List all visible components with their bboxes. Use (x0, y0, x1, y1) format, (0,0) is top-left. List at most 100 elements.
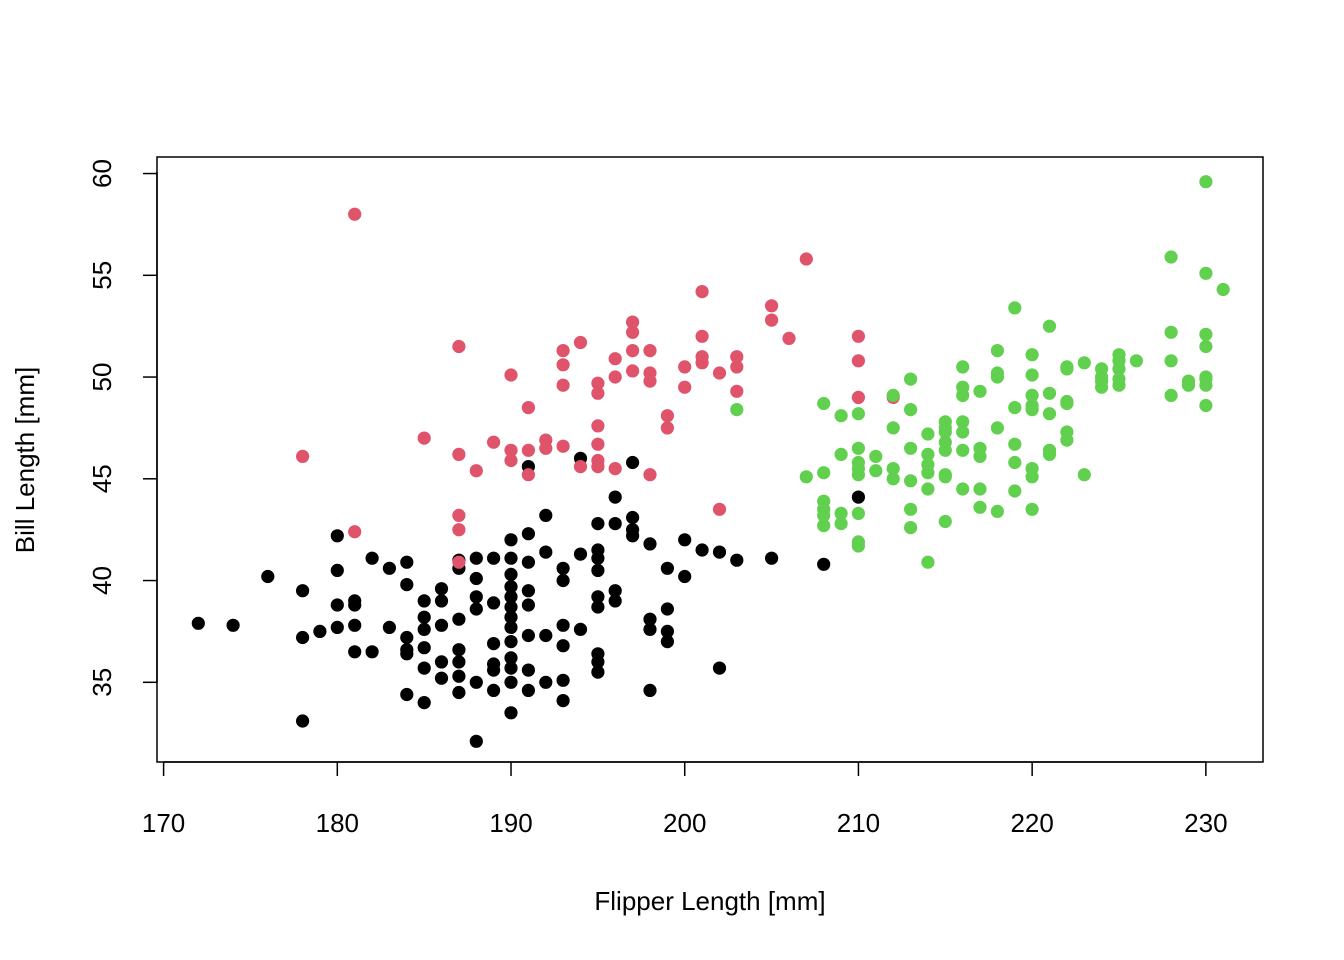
data-point-series-1 (521, 598, 536, 612)
y-tick-label: 35 (87, 668, 117, 697)
data-point-series-2 (851, 354, 866, 368)
data-point-series-1 (469, 734, 483, 748)
data-point-series-2 (452, 447, 466, 461)
x-tick-label: 220 (1010, 808, 1053, 838)
data-point-series-2 (591, 460, 605, 474)
data-point-series-1 (469, 590, 483, 604)
data-point-series-2 (348, 207, 362, 221)
data-point-series-1 (400, 647, 414, 661)
x-tick-label: 210 (837, 808, 880, 838)
data-point-series-2 (851, 329, 866, 343)
data-point-series-3 (904, 372, 918, 386)
data-point-series-2 (626, 325, 640, 339)
data-point-series-3 (1112, 362, 1126, 376)
data-point-series-3 (834, 409, 848, 423)
data-point-series-2 (730, 384, 744, 398)
data-point-series-1 (382, 620, 396, 635)
data-point-series-1 (556, 561, 570, 575)
data-point-series-2 (782, 331, 796, 345)
data-point-series-1 (469, 602, 483, 616)
data-point-series-1 (539, 508, 553, 522)
data-point-series-3 (886, 388, 900, 402)
data-point-series-1 (434, 582, 449, 596)
data-point-series-1 (226, 618, 240, 632)
data-point-series-3 (851, 441, 866, 455)
data-point-series-1 (330, 563, 344, 578)
data-point-series-1 (400, 630, 414, 645)
data-point-series-1 (417, 594, 431, 608)
data-point-series-3 (799, 470, 813, 484)
data-point-series-2 (643, 468, 657, 482)
plot-frame (156, 156, 1264, 763)
points-layer (191, 175, 1230, 748)
data-point-series-2 (678, 360, 692, 374)
data-point-series-1 (504, 661, 518, 675)
data-point-series-1 (539, 545, 553, 559)
data-point-series-3 (1042, 386, 1057, 400)
data-point-series-3 (990, 504, 1005, 518)
data-point-series-3 (1060, 362, 1074, 376)
data-point-series-2 (452, 523, 466, 537)
data-point-series-1 (660, 635, 675, 649)
data-point-series-3 (1164, 354, 1178, 368)
x-tick-label: 230 (1184, 808, 1227, 838)
data-point-series-1 (434, 671, 449, 685)
data-point-series-2 (678, 380, 692, 394)
data-point-series-1 (608, 594, 622, 608)
data-point-series-1 (452, 685, 466, 700)
data-point-series-3 (1025, 470, 1039, 484)
data-point-series-1 (330, 529, 344, 543)
data-point-series-2 (573, 335, 588, 350)
data-point-series-2 (626, 364, 640, 378)
data-point-series-3 (1060, 396, 1074, 411)
data-point-series-1 (313, 624, 327, 639)
x-tick-label: 200 (663, 808, 706, 838)
data-point-series-1 (712, 661, 727, 675)
data-point-series-2 (556, 378, 570, 392)
data-point-series-3 (1181, 378, 1196, 392)
data-point-series-1 (452, 612, 466, 626)
data-point-series-1 (417, 610, 431, 624)
data-point-series-2 (765, 313, 779, 327)
y-axis-title: Bill Length [mm] (10, 367, 40, 553)
data-point-series-3 (1008, 301, 1022, 315)
data-point-series-3 (904, 502, 918, 516)
data-point-series-1 (608, 584, 622, 598)
data-point-series-3 (1095, 380, 1109, 394)
data-point-series-1 (556, 639, 570, 653)
data-point-series-3 (817, 396, 831, 411)
data-point-series-1 (434, 655, 449, 669)
data-point-series-3 (956, 443, 970, 457)
y-tick-label: 50 (87, 363, 117, 392)
data-point-series-3 (1042, 447, 1057, 461)
data-point-series-3 (817, 466, 831, 480)
data-point-series-3 (1216, 282, 1230, 297)
x-axis-title: Flipper Length [mm] (594, 886, 825, 916)
data-point-series-3 (886, 472, 900, 486)
data-point-series-2 (296, 449, 310, 463)
data-point-series-3 (1060, 433, 1074, 447)
data-point-series-3 (921, 466, 935, 480)
data-point-series-3 (886, 462, 900, 476)
data-point-series-3 (956, 482, 970, 496)
data-point-series-2 (539, 441, 553, 455)
data-point-series-2 (452, 339, 466, 354)
x-tick-label: 170 (142, 808, 185, 838)
data-point-series-3 (973, 384, 987, 398)
data-point-series-3 (1164, 325, 1178, 339)
data-point-series-1 (191, 616, 205, 630)
data-point-series-1 (400, 687, 414, 702)
data-point-series-3 (990, 344, 1005, 358)
data-point-series-1 (452, 643, 466, 657)
data-point-series-3 (851, 506, 866, 520)
data-point-series-1 (712, 545, 727, 559)
data-point-series-1 (504, 567, 518, 582)
data-point-series-1 (487, 551, 501, 565)
data-point-series-3 (817, 519, 831, 533)
data-point-series-3 (904, 403, 918, 417)
data-point-series-3 (834, 447, 848, 461)
data-point-series-1 (730, 553, 744, 567)
data-point-series-1 (591, 551, 605, 565)
data-point-series-2 (348, 525, 362, 539)
data-point-series-2 (695, 356, 709, 370)
